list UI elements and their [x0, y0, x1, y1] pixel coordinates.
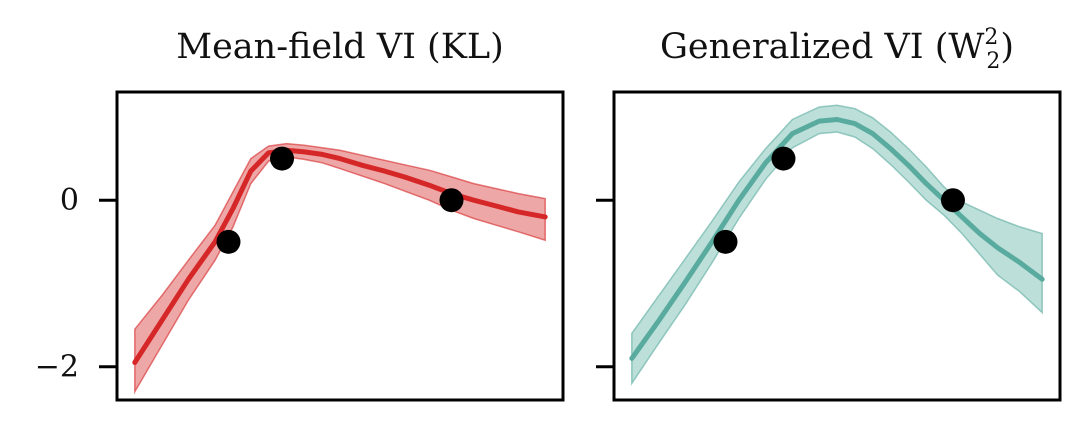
mean-field-data-point-1: [216, 229, 241, 254]
title-generalized-main: Generalized VI (W: [660, 27, 984, 67]
title-generalized-sub: 2: [986, 49, 1000, 74]
panel-mean-field: Mean-field VI (KL) 0 −2: [35, 27, 565, 402]
title-generalized-sup: 2: [984, 25, 998, 50]
mean-field-ytick-label-1: −2: [35, 350, 79, 385]
generalized-data-point-3: [940, 188, 965, 213]
mean-field-data-point-3: [439, 188, 464, 213]
panel-generalized: Generalized VI (W2 2): [596, 25, 1062, 402]
axes-frame-left: [115, 90, 565, 402]
generalized-data-point-1: [713, 229, 738, 254]
plot-area-right: [629, 104, 1045, 386]
generalized-uncertainty-band: [631, 104, 1043, 386]
y-axis-left: 0 −2: [35, 183, 117, 385]
y-axis-right: [596, 198, 614, 369]
title-mean-field: Mean-field VI (KL): [176, 27, 504, 67]
axes-frame-right: [612, 90, 1062, 402]
title-generalized: Generalized VI (W2 2): [660, 25, 1014, 74]
plot-area-left: [132, 142, 548, 395]
mean-field-ytick-label-0: 0: [60, 183, 79, 218]
mean-field-data-point-2: [270, 146, 295, 171]
generalized-data-point-2: [771, 146, 796, 171]
title-generalized-end: ): [1000, 27, 1014, 67]
